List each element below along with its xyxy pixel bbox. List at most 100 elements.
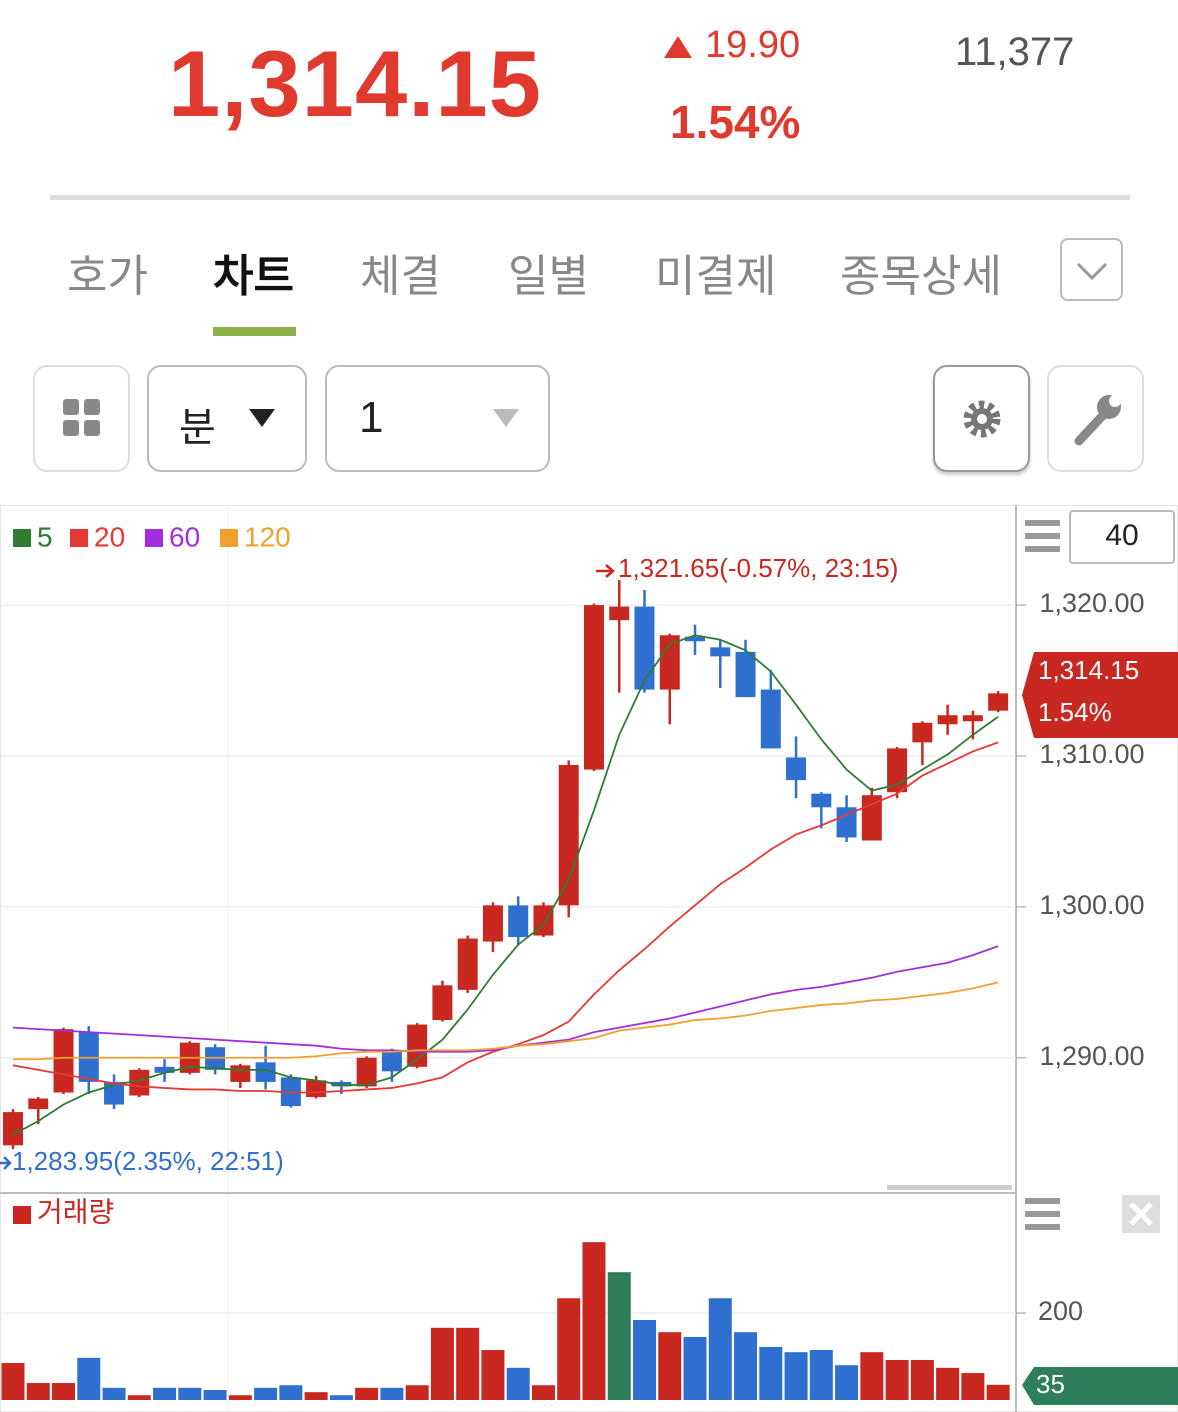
candle-body — [760, 689, 781, 749]
candle-body — [508, 905, 529, 938]
volume-bar — [506, 1367, 530, 1400]
menu-icon[interactable] — [1025, 520, 1060, 552]
candle-body — [836, 807, 857, 838]
divider — [50, 195, 1130, 200]
volume-bar — [1, 1363, 25, 1400]
candle-body — [710, 647, 731, 657]
gear-icon — [963, 400, 1001, 438]
legend-label: 120 — [244, 521, 291, 552]
period-unit-select[interactable]: 분 — [147, 365, 307, 472]
chart-area: 40 1,290.00 1,300.00 1,310.00 1,320.00 5 20 60… — [0, 505, 1178, 1412]
volume-bar — [809, 1350, 833, 1400]
y-tick-label: 1,320.00 — [1039, 588, 1144, 618]
dropdown-arrow — [249, 409, 275, 427]
bar-count: 40 — [1105, 519, 1138, 552]
last-volume-box — [1022, 1367, 1178, 1405]
volume-bar — [52, 1383, 76, 1400]
last-price-box — [1022, 652, 1178, 738]
layout-button[interactable] — [33, 365, 130, 472]
volume-bar — [557, 1298, 581, 1400]
volume-bar — [582, 1242, 606, 1400]
volume-bar — [304, 1392, 328, 1400]
period-value: 1 — [359, 393, 384, 442]
volume-bar — [708, 1298, 732, 1400]
legend-marker — [13, 1206, 31, 1224]
y-tick-label: 200 — [1038, 1296, 1083, 1326]
legend-label: 5 — [37, 521, 53, 552]
legend-marker — [70, 529, 88, 547]
candle-body — [457, 938, 478, 990]
candle-body — [3, 1112, 23, 1146]
volume-bar — [77, 1357, 101, 1400]
volume-bar — [26, 1383, 50, 1400]
low-annotation: 1,283.95(2.35%, 22:51) — [12, 1146, 284, 1176]
tab-active[interactable]: 차트 — [213, 252, 294, 301]
last-price: 1,314.15 — [1038, 655, 1139, 685]
candle-body — [609, 606, 630, 621]
tab-underline — [213, 327, 296, 336]
bar-count-input[interactable] — [1069, 510, 1175, 564]
volume-bar — [481, 1350, 505, 1400]
volume-bar — [228, 1395, 252, 1400]
settings-button[interactable] — [933, 365, 1030, 472]
price-change: 19.90 — [705, 24, 801, 66]
candle-body — [28, 1098, 49, 1110]
scrollbar[interactable] — [887, 1185, 1012, 1190]
candle-body — [407, 1024, 428, 1067]
volume-bar — [910, 1360, 934, 1400]
candle-body — [129, 1069, 150, 1096]
dropdown-arrow — [493, 409, 519, 427]
legend-label: 60 — [169, 521, 200, 552]
candle-body — [937, 715, 958, 725]
volume-bar — [759, 1346, 783, 1400]
period-value-select[interactable]: 1 — [325, 365, 550, 472]
panel-title: 거래량 — [37, 1196, 114, 1227]
candle-body — [432, 985, 453, 1021]
volume-bar — [683, 1336, 707, 1400]
tools-button[interactable] — [1047, 365, 1144, 472]
candle-body — [583, 605, 604, 770]
volume-bar — [329, 1395, 353, 1400]
y-tick-label: 1,300.00 — [1039, 890, 1144, 920]
volume-bar — [405, 1385, 429, 1400]
legend-marker — [145, 529, 163, 547]
trade-volume: 11,377 — [955, 30, 1075, 74]
more-tabs-button[interactable] — [1060, 238, 1123, 301]
volume-bar — [633, 1320, 656, 1400]
tab[interactable]: 체결 — [360, 252, 441, 301]
menu-icon[interactable] — [1025, 1198, 1060, 1230]
candle-body — [634, 606, 655, 690]
volume-bar — [986, 1384, 1010, 1400]
volume-bar — [885, 1360, 909, 1400]
last-change: 1.54% — [1038, 697, 1112, 727]
legend-label: 20 — [94, 521, 125, 552]
volume-bar — [254, 1387, 278, 1400]
y-tick-label: 1,290.00 — [1039, 1041, 1144, 1071]
volume-bar — [456, 1327, 480, 1400]
high-arrow — [596, 564, 615, 578]
volume-bar — [127, 1395, 151, 1400]
tab[interactable]: 호가 — [67, 252, 148, 301]
candle-body — [230, 1065, 251, 1082]
legend-marker — [13, 529, 31, 547]
tab[interactable]: 종목상세 — [840, 252, 1002, 301]
volume-bar — [936, 1367, 960, 1400]
change-rate: 1.54% — [670, 96, 801, 148]
candle-body — [659, 635, 680, 690]
period-unit: 분 — [179, 406, 216, 450]
volume-bar — [430, 1327, 454, 1400]
volume-bar — [961, 1373, 985, 1400]
candle-body — [104, 1081, 125, 1105]
last-volume: 35 — [1036, 1369, 1065, 1399]
current-price: 1,314.15 — [168, 31, 542, 136]
tab[interactable]: 미결제 — [655, 252, 777, 301]
volume-bar — [102, 1387, 126, 1400]
volume-bar — [531, 1385, 555, 1400]
candle-body — [685, 636, 706, 642]
tab[interactable]: 일별 — [508, 252, 589, 301]
candle-body — [356, 1057, 377, 1087]
volume-bar — [355, 1387, 379, 1400]
volume-bar — [380, 1387, 404, 1400]
close-button[interactable] — [1122, 1195, 1160, 1233]
